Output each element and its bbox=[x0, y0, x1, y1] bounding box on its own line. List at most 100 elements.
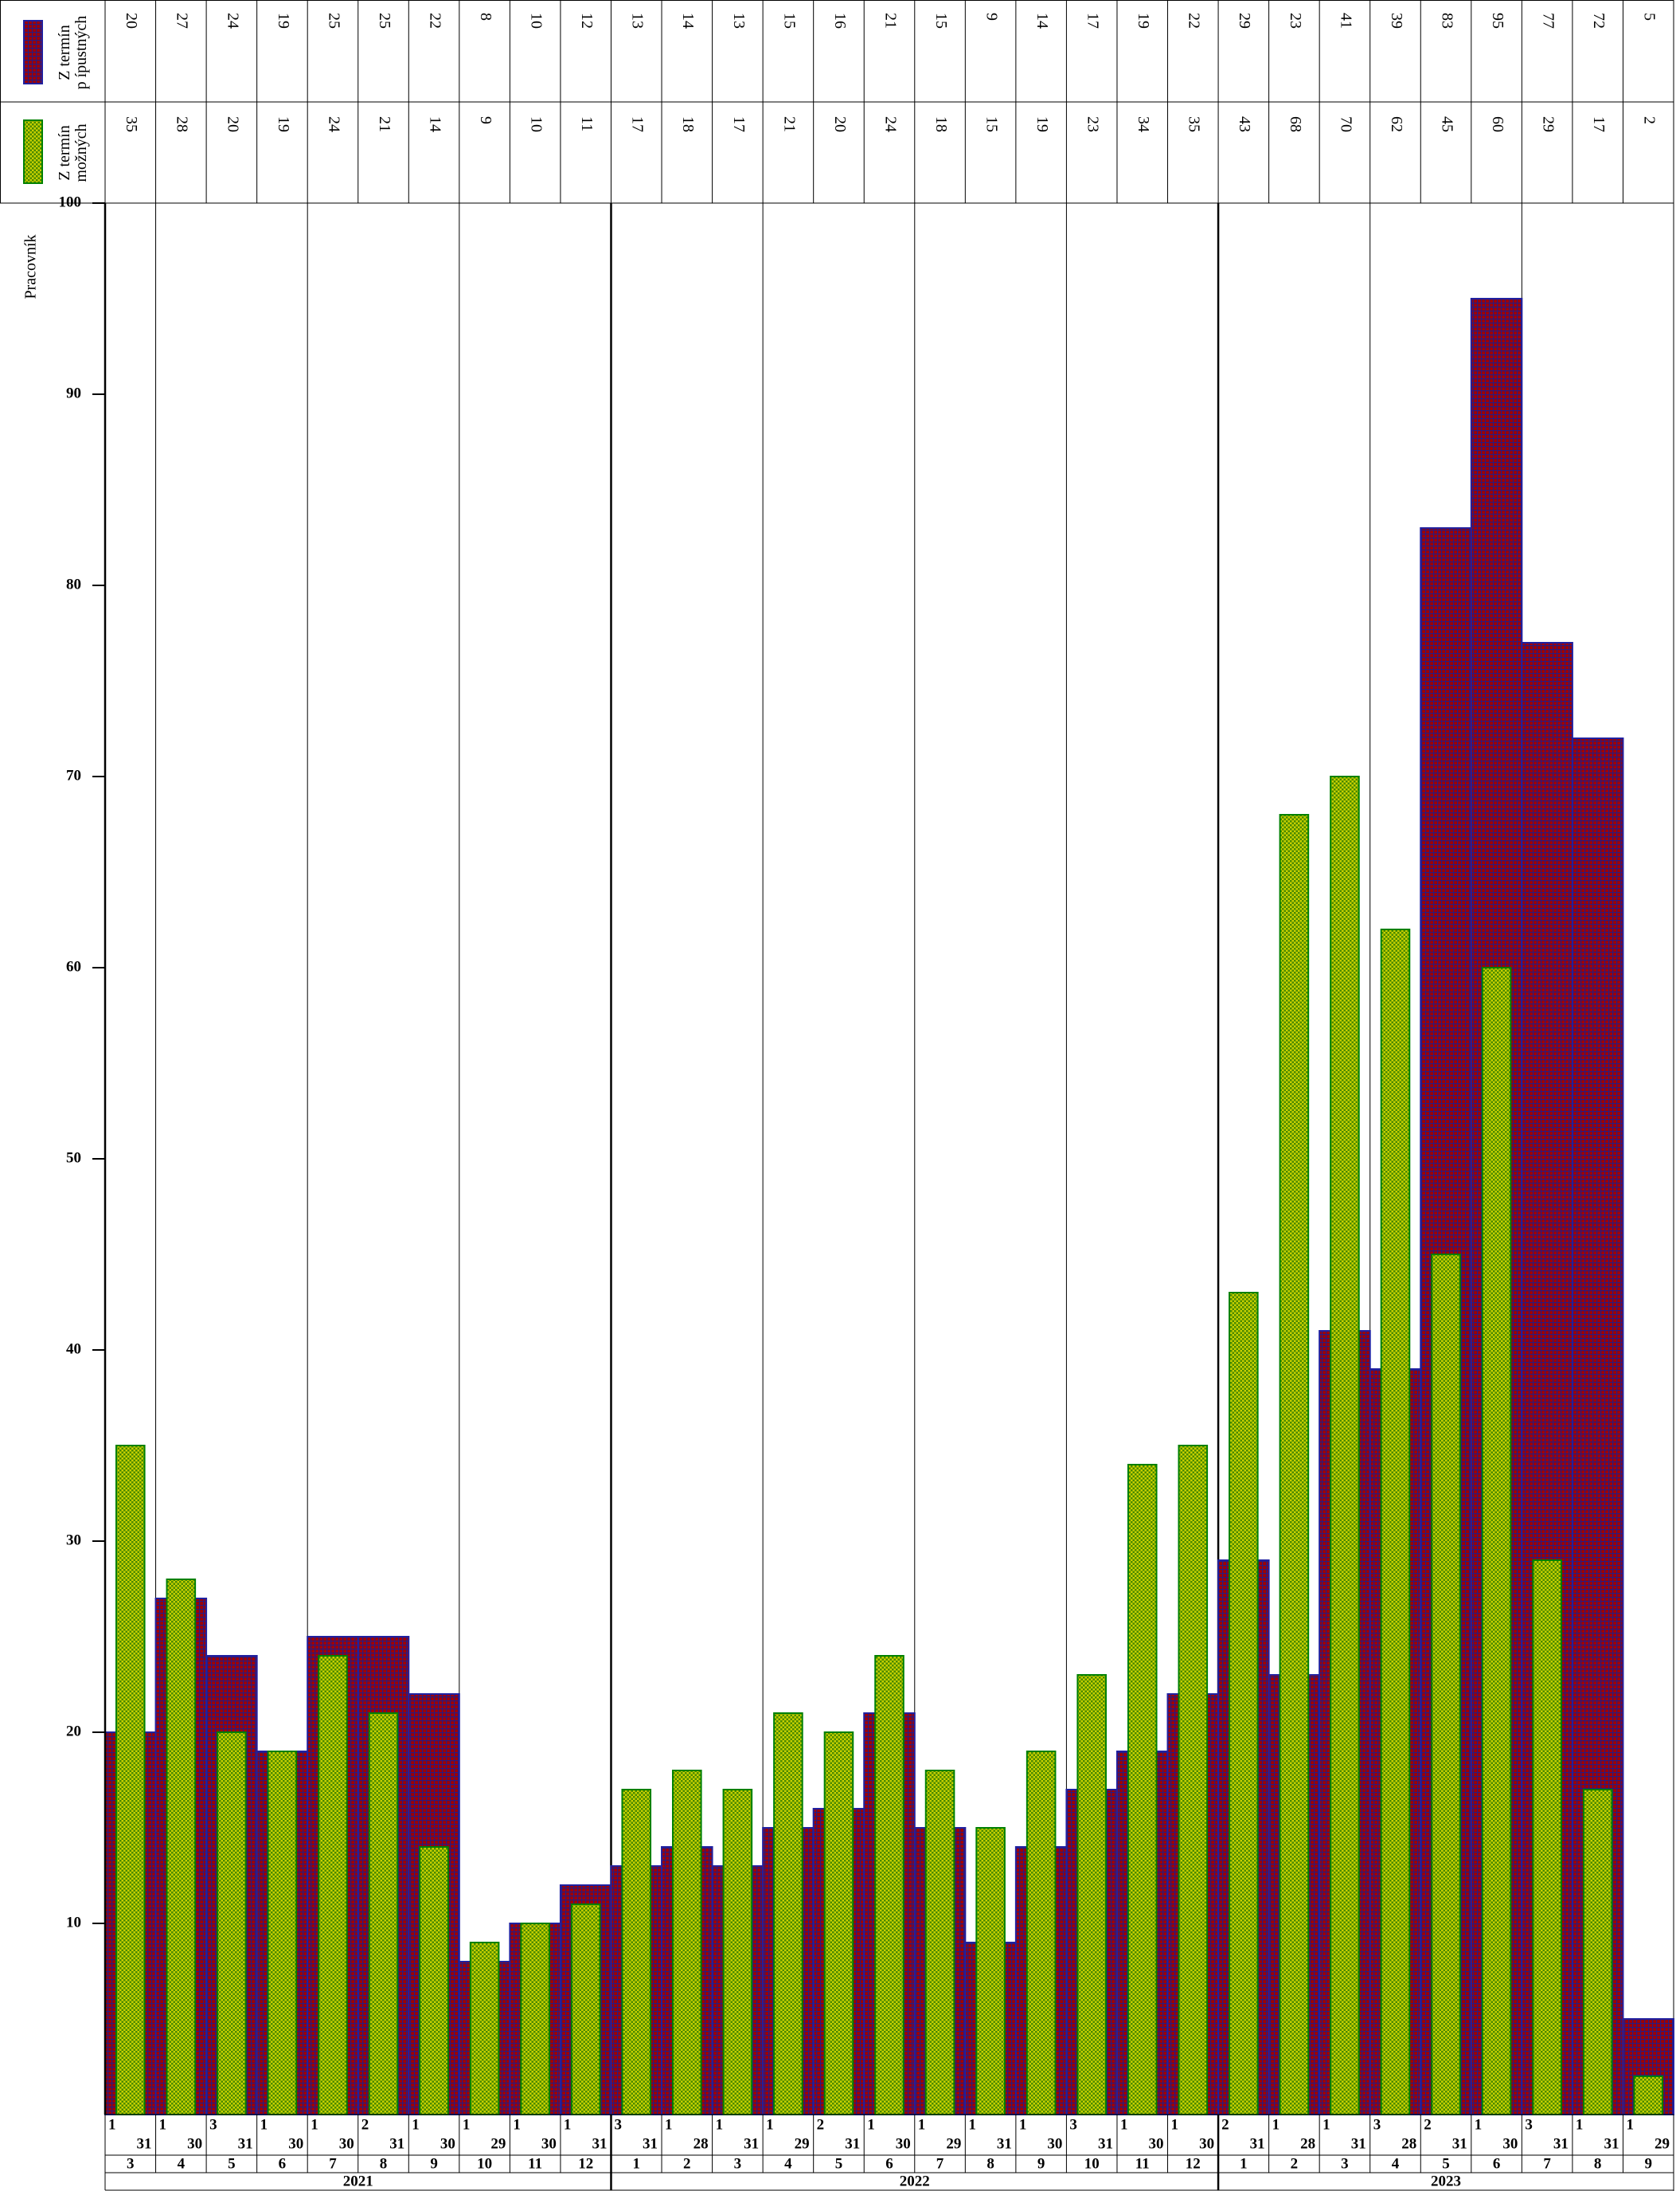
day-start: 1 bbox=[1576, 2116, 1584, 2133]
month-label: 9 bbox=[1644, 2155, 1652, 2172]
table-value: 21 bbox=[881, 13, 899, 29]
table-value: 24 bbox=[881, 116, 899, 132]
bar bbox=[1330, 776, 1360, 2115]
legend-label: Z termín p ípustných bbox=[56, 15, 90, 90]
month-label: 7 bbox=[936, 2155, 944, 2172]
bar bbox=[1481, 967, 1512, 2115]
table-value: 8 bbox=[477, 13, 494, 21]
day-start: 3 bbox=[209, 2116, 217, 2133]
table-value: 20 bbox=[224, 116, 241, 132]
bar bbox=[368, 1712, 399, 2115]
month-label: 11 bbox=[528, 2155, 542, 2172]
table-value: 21 bbox=[376, 116, 393, 132]
table-value: 83 bbox=[1438, 13, 1455, 29]
day-start: 3 bbox=[1373, 2116, 1381, 2133]
table-value: 24 bbox=[325, 116, 342, 132]
day-start: 1 bbox=[463, 2116, 471, 2133]
month-label: 5 bbox=[228, 2155, 236, 2172]
bar bbox=[874, 1655, 904, 2115]
bar bbox=[1229, 1292, 1259, 2115]
bar bbox=[570, 1903, 601, 2115]
y-tick-label: 100 bbox=[59, 194, 82, 210]
table-value: 35 bbox=[1186, 116, 1203, 132]
bar bbox=[469, 1942, 500, 2115]
day-start: 1 bbox=[1323, 2116, 1330, 2133]
day-end: 31 bbox=[1452, 2135, 1467, 2152]
table-value: 16 bbox=[831, 13, 849, 29]
month-label: 7 bbox=[329, 2155, 337, 2172]
day-end: 31 bbox=[997, 2135, 1012, 2152]
day-end: 29 bbox=[946, 2135, 961, 2152]
day-start: 1 bbox=[665, 2116, 673, 2133]
month-label: 4 bbox=[1392, 2155, 1400, 2172]
day-start: 1 bbox=[1171, 2116, 1179, 2133]
day-end: 31 bbox=[137, 2135, 152, 2152]
month-label: 3 bbox=[734, 2155, 742, 2172]
y-tick-label: 70 bbox=[66, 767, 81, 784]
day-start: 1 bbox=[311, 2116, 318, 2133]
day-end: 30 bbox=[1502, 2135, 1518, 2152]
table-value: 14 bbox=[1033, 13, 1051, 29]
y-tick-label: 40 bbox=[66, 1340, 81, 1357]
y-axis-label: Pracovník bbox=[22, 234, 40, 299]
day-start: 1 bbox=[1120, 2116, 1128, 2133]
table-value: 43 bbox=[1236, 116, 1253, 132]
day-end: 30 bbox=[440, 2135, 455, 2152]
day-start: 1 bbox=[159, 2116, 167, 2133]
table-value: 2 bbox=[1641, 116, 1659, 124]
bar bbox=[1076, 1674, 1107, 2115]
table-value: 34 bbox=[1135, 116, 1152, 132]
month-label: 5 bbox=[1442, 2155, 1450, 2172]
month-label: 12 bbox=[1186, 2155, 1201, 2172]
day-end: 31 bbox=[845, 2135, 860, 2152]
day-end: 29 bbox=[1655, 2135, 1670, 2152]
table-value: 35 bbox=[123, 116, 140, 132]
y-tick-label: 30 bbox=[66, 1532, 81, 1548]
day-start: 1 bbox=[918, 2116, 926, 2133]
y-tick-label: 20 bbox=[66, 1723, 81, 1739]
day-start: 2 bbox=[817, 2116, 825, 2133]
table-value: 77 bbox=[1540, 13, 1557, 29]
legend-label: Z termín možných bbox=[56, 123, 90, 182]
month-label: 10 bbox=[1084, 2155, 1100, 2172]
day-end: 31 bbox=[1604, 2135, 1619, 2152]
day-end: 31 bbox=[1098, 2135, 1113, 2152]
bar bbox=[1178, 1445, 1209, 2115]
table-value: 10 bbox=[528, 116, 545, 132]
day-end: 31 bbox=[643, 2135, 658, 2152]
bar bbox=[1380, 929, 1411, 2115]
table-value: 70 bbox=[1337, 116, 1354, 132]
year-label: 2022 bbox=[900, 2173, 930, 2189]
table-value: 14 bbox=[679, 13, 697, 29]
day-start: 1 bbox=[1475, 2116, 1483, 2133]
day-start: 1 bbox=[564, 2116, 572, 2133]
table-value: 19 bbox=[275, 116, 292, 132]
table-value: 14 bbox=[426, 116, 443, 132]
bar bbox=[924, 1770, 955, 2115]
bar bbox=[823, 1731, 854, 2115]
bar bbox=[1532, 1559, 1562, 2115]
month-label: 3 bbox=[127, 2155, 135, 2172]
day-end: 31 bbox=[1250, 2135, 1265, 2152]
table-value: 19 bbox=[1033, 116, 1051, 132]
day-start: 2 bbox=[1221, 2116, 1229, 2133]
table-value: 25 bbox=[376, 13, 393, 29]
table-value: 19 bbox=[275, 13, 292, 29]
bar bbox=[267, 1751, 298, 2115]
table-value: 15 bbox=[983, 116, 1001, 132]
day-start: 1 bbox=[260, 2116, 268, 2133]
bar bbox=[520, 1923, 550, 2115]
day-end: 31 bbox=[592, 2135, 607, 2152]
table-value: 20 bbox=[831, 116, 849, 132]
day-start: 1 bbox=[766, 2116, 774, 2133]
month-label: 6 bbox=[279, 2155, 287, 2172]
year-label: 2021 bbox=[343, 2173, 373, 2189]
bar bbox=[1127, 1464, 1158, 2115]
table-value: 68 bbox=[1287, 116, 1304, 132]
month-label: 8 bbox=[380, 2155, 388, 2172]
bar bbox=[217, 1731, 247, 2115]
bar bbox=[975, 1827, 1006, 2115]
